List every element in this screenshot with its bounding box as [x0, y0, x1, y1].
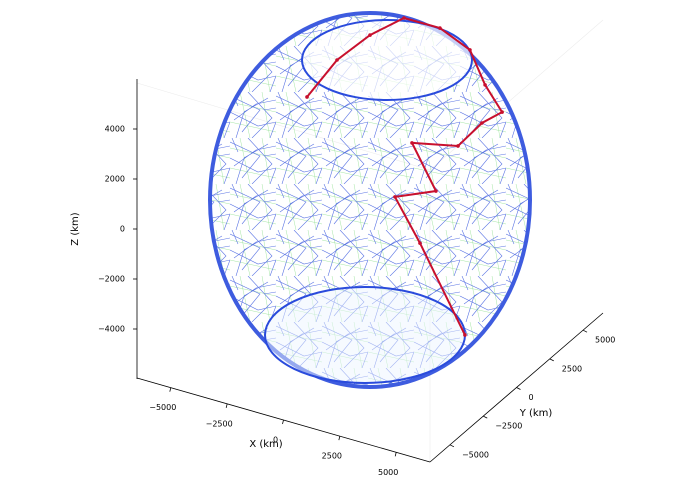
path-point: [500, 110, 504, 114]
path-point: [368, 33, 372, 37]
sphere-network: [208, 11, 532, 389]
tick-label: −2000: [98, 275, 125, 284]
z-axis-title: Z (km): [70, 212, 81, 245]
tick-label: 0: [120, 225, 125, 234]
tick-label: −2500: [495, 422, 522, 431]
tick-label: −2500: [206, 419, 233, 428]
tick-mark: [394, 452, 397, 457]
path-point: [480, 121, 484, 125]
tick-label: 0: [273, 436, 278, 445]
tick-mark: [225, 403, 228, 408]
tick-label: −4000: [98, 325, 125, 334]
path-point: [438, 26, 442, 30]
tick-label: 2000: [105, 175, 125, 184]
tick-label: 5000: [378, 468, 398, 476]
tick-mark: [549, 358, 554, 362]
tick-label: 5000: [595, 336, 615, 345]
tick-mark: [282, 419, 284, 425]
tick-mark: [582, 329, 588, 333]
path-point: [402, 16, 406, 20]
path-point: [468, 48, 472, 52]
tick-label: 0: [529, 393, 534, 402]
path-point: [434, 189, 438, 193]
path-point: [456, 144, 460, 148]
tick-mark: [169, 387, 172, 392]
tick-label: −5000: [462, 450, 489, 459]
path-point: [418, 241, 422, 245]
tick-label: −5000: [149, 403, 176, 412]
path-point: [335, 58, 339, 62]
path-point: [483, 83, 487, 87]
path-point: [393, 195, 397, 199]
tick-label: 2500: [322, 452, 342, 461]
path-point: [305, 95, 309, 99]
tick-mark: [516, 387, 521, 390]
path-point: [463, 333, 467, 337]
path-point: [410, 141, 414, 145]
y-axis-title: Y (km): [519, 408, 553, 419]
tick-mark: [483, 415, 488, 419]
x-axis-title: X (km): [249, 439, 282, 450]
tick-label: 4000: [105, 125, 125, 134]
tick-label: 2500: [562, 364, 582, 373]
tick-mark: [449, 444, 455, 448]
tick-mark: [338, 436, 341, 441]
